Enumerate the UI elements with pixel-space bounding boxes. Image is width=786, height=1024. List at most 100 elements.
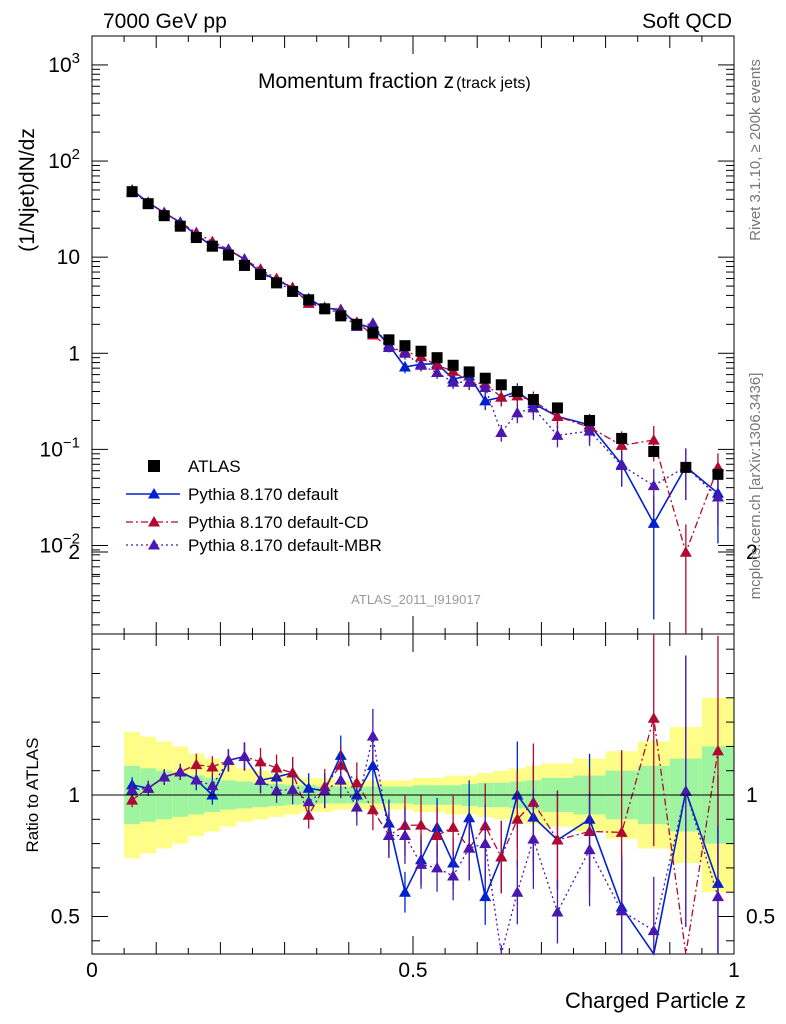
atlas-data-point xyxy=(527,394,539,406)
series-marker-ratio xyxy=(270,762,283,773)
series-marker-main xyxy=(415,359,428,370)
legend-label: Pythia 8.170 default-MBR xyxy=(188,536,382,555)
series-marker-ratio xyxy=(527,833,540,844)
series-marker-ratio xyxy=(206,760,219,772)
series-marker-ratio xyxy=(190,773,203,785)
series-line-ratio xyxy=(132,735,719,955)
atlas-data-point xyxy=(712,468,724,480)
series-marker-main xyxy=(447,376,460,387)
series-marker-ratio xyxy=(479,890,492,902)
atlas-data-point xyxy=(648,446,660,458)
atlas-data-point xyxy=(142,198,154,210)
legend-marker xyxy=(148,516,160,527)
series-marker-main xyxy=(711,490,724,502)
series-marker-main xyxy=(479,381,492,393)
x-tick-label: 0.5 xyxy=(398,959,427,982)
header-right: Soft QCD xyxy=(642,10,732,33)
series-marker-main xyxy=(398,360,411,372)
series-marker-ratio xyxy=(495,851,508,862)
series-marker-main xyxy=(463,376,476,387)
series-marker-ratio xyxy=(302,795,315,807)
series-marker-ratio xyxy=(270,784,283,795)
series-marker-ratio xyxy=(366,759,379,771)
series-marker-ratio xyxy=(286,766,299,778)
series-marker-main xyxy=(511,406,524,418)
series-marker-ratio xyxy=(334,774,347,785)
atlas-data-point xyxy=(495,379,507,391)
analysis-label: ATLAS_2011_I919017 xyxy=(351,592,481,607)
series-marker-ratio xyxy=(254,755,267,767)
series-marker-ratio xyxy=(415,858,428,869)
series-marker-ratio xyxy=(711,890,724,902)
series-marker-ratio xyxy=(142,782,155,793)
series-marker-ratio xyxy=(238,750,251,761)
series-marker-ratio xyxy=(431,861,444,873)
source-note: mcplots.cern.ch [arXiv:1306.3436] xyxy=(747,373,764,600)
series-marker-ratio xyxy=(551,834,564,845)
series-marker-ratio xyxy=(350,801,363,812)
atlas-data-point xyxy=(479,372,491,384)
series-marker-ratio xyxy=(647,924,660,936)
series-marker-main xyxy=(647,434,660,445)
series-marker-ratio xyxy=(318,784,331,796)
series-marker-ratio xyxy=(415,819,428,830)
atlas-data-point xyxy=(190,232,202,244)
atlas-data-point xyxy=(158,210,170,222)
series-marker-ratio xyxy=(615,826,628,837)
series-marker-ratio xyxy=(647,712,660,723)
atlas-data-point xyxy=(303,294,315,306)
y-tick-label: 102 xyxy=(48,146,80,173)
main-series xyxy=(126,183,724,634)
atlas-data-point xyxy=(206,240,218,252)
axis-tick-labels: 0 0.5 1 10−2 10−1 1 10 102 103 0.5 0.5 1 1 2 2 xyxy=(40,50,776,982)
legend-marker xyxy=(148,539,160,550)
atlas-data-point xyxy=(511,386,523,398)
atlas-data-point xyxy=(463,366,475,378)
series-marker-ratio xyxy=(615,904,628,916)
ratio-tick-label: 1 xyxy=(68,784,80,807)
x-axis-label: Charged Particle z xyxy=(565,988,746,1013)
atlas-data-point xyxy=(399,340,411,352)
x-tick-label: 0 xyxy=(86,959,98,982)
atlas-data-point xyxy=(383,334,395,346)
atlas-data-point xyxy=(551,402,563,414)
series-marker-main xyxy=(398,347,411,358)
ratio-tick-label-right: 2 xyxy=(746,541,758,564)
atlas-data-point xyxy=(351,318,363,330)
chart-title: Momentum fraction z (track jets) xyxy=(258,70,531,93)
atlas-data-point xyxy=(222,249,234,261)
series-marker-ratio xyxy=(286,783,299,794)
series-line-main xyxy=(131,190,719,498)
series-marker-main xyxy=(615,459,628,470)
x-tick-label: 1 xyxy=(728,959,740,982)
y-axis-label: (1/Njet)dN/dz xyxy=(16,128,39,252)
series-marker-ratio xyxy=(583,843,596,855)
series-marker-main xyxy=(382,341,395,352)
series-marker-ratio xyxy=(366,730,379,741)
series-marker-main xyxy=(527,401,540,413)
series-marker-main xyxy=(647,479,660,491)
series-marker-ratio xyxy=(190,758,203,770)
series-marker-main xyxy=(679,546,692,557)
series-line-main xyxy=(131,192,719,555)
atlas-data-point xyxy=(319,303,331,315)
series-marker-main xyxy=(551,410,564,421)
atlas-data-point xyxy=(431,352,443,364)
y-tick-label: 10−1 xyxy=(40,434,80,461)
series-marker-ratio xyxy=(158,771,171,782)
series-marker-ratio xyxy=(174,765,187,777)
series-marker-main xyxy=(495,426,508,437)
series-marker-ratio xyxy=(679,785,692,796)
legend-label: ATLAS xyxy=(188,457,241,476)
atlas-data-point xyxy=(367,326,379,338)
series-marker-ratio xyxy=(222,754,235,765)
y-tick-label: 10 xyxy=(57,246,80,269)
chart-title-main: Momentum fraction z xyxy=(258,70,454,93)
atlas-data-point xyxy=(616,432,628,444)
y-tick-label: 1 xyxy=(68,342,80,365)
atlas-data-point xyxy=(415,345,427,357)
series-marker-ratio xyxy=(126,783,139,795)
chart-title-sub: (track jets) xyxy=(456,75,531,92)
series-marker-ratio xyxy=(431,829,444,840)
series-marker-ratio xyxy=(398,886,411,897)
